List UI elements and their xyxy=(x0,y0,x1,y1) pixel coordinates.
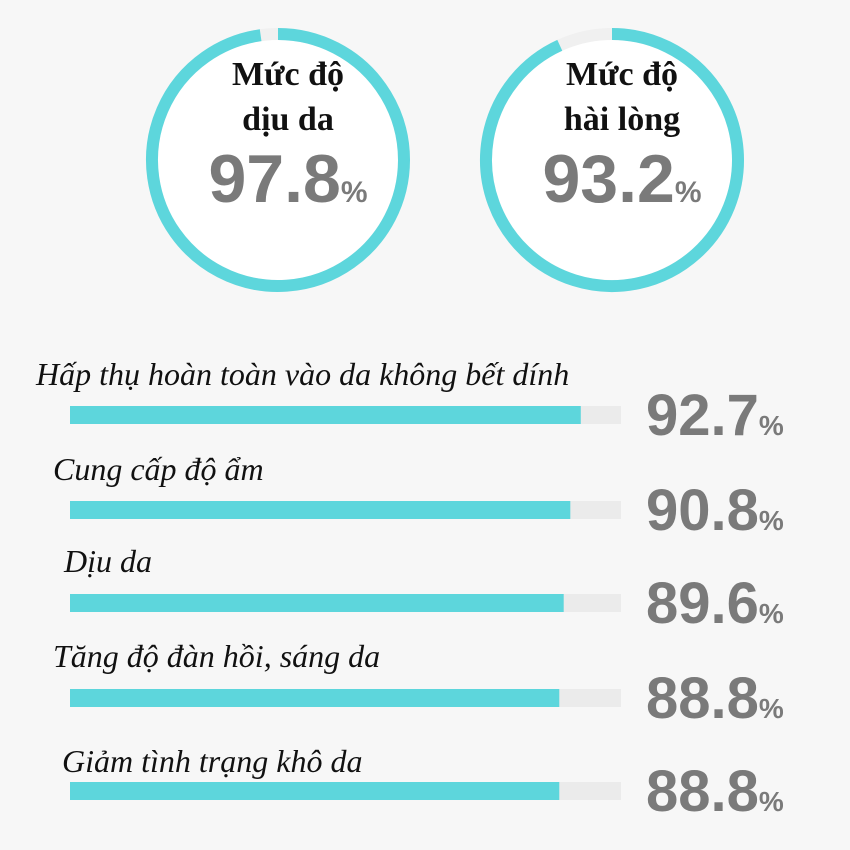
gauge-value: 93.2% xyxy=(542,141,701,217)
value-number: 89.6 xyxy=(646,571,759,636)
value-label: 90.8% xyxy=(646,478,784,543)
value-label: 88.8% xyxy=(646,666,784,731)
gauge-title: dịu da xyxy=(242,101,334,138)
ring-arc xyxy=(146,28,410,292)
gauge-number: 97.8 xyxy=(208,141,340,217)
bar xyxy=(70,782,560,800)
bar xyxy=(70,501,571,519)
value-number: 88.8 xyxy=(646,666,759,731)
bar xyxy=(70,406,581,424)
category-label: Hấp thụ hoàn toàn vào da không bết dính xyxy=(35,356,569,392)
value-number: 90.8 xyxy=(646,478,759,543)
gauge-value: 97.8% xyxy=(208,141,367,217)
category-label: Dịu da xyxy=(63,543,152,579)
value-label: 89.6% xyxy=(646,571,784,636)
category-label: Tăng độ đàn hồi, sáng da xyxy=(53,638,380,674)
value-label: 88.8% xyxy=(646,759,784,824)
value-unit: % xyxy=(759,598,784,629)
bar xyxy=(70,689,560,707)
value-unit: % xyxy=(759,786,784,817)
value-number: 92.7 xyxy=(646,383,759,448)
category-label: Giảm tình trạng khô da xyxy=(62,743,362,779)
ring-arc xyxy=(480,28,744,292)
category-label: Cung cấp độ ẩm xyxy=(53,451,264,487)
bar xyxy=(70,594,564,612)
value-unit: % xyxy=(759,693,784,724)
value-unit: % xyxy=(759,410,784,441)
value-label: 92.7% xyxy=(646,383,784,448)
gauge-unit: % xyxy=(341,176,368,209)
gauge-unit: % xyxy=(675,176,702,209)
value-unit: % xyxy=(759,505,784,536)
gauge-number: 93.2 xyxy=(542,141,674,217)
gauge-title: hài lòng xyxy=(564,101,680,138)
value-number: 88.8 xyxy=(646,759,759,824)
gauge-title: Mức độ xyxy=(566,56,678,93)
gauge-title: Mức độ xyxy=(232,56,344,93)
